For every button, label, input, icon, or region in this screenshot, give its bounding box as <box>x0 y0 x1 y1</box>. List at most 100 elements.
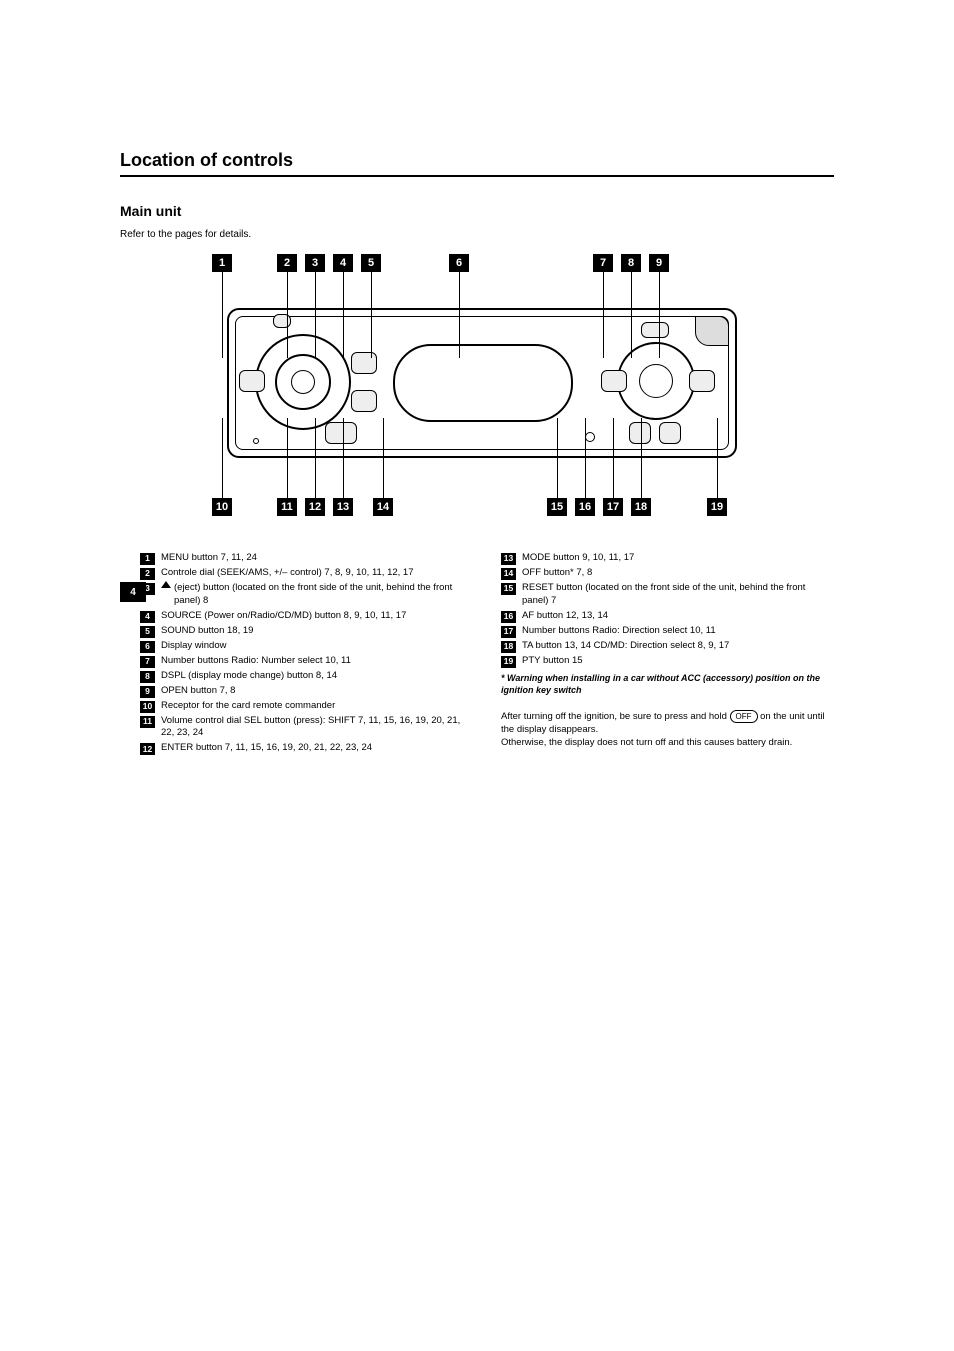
open-corner <box>695 316 729 346</box>
legend-row: 8DSPL (display mode change) button 8, 14 <box>140 670 473 683</box>
side-button <box>689 370 715 392</box>
legend-right: 13MODE button 9, 10, 11, 17 14OFF button*… <box>501 552 834 757</box>
right-knob <box>617 342 695 420</box>
legend-row: 16 AF button 12, 13, 14 <box>501 610 834 623</box>
legend-number: 2 <box>140 568 155 580</box>
legend-text: Display window <box>161 640 473 653</box>
side-button <box>659 422 681 444</box>
legend-text: TA button 13, 14 CD/MD: Direction select… <box>522 640 834 653</box>
lead-line <box>717 418 718 498</box>
side-button <box>239 370 265 392</box>
side-button <box>641 322 669 338</box>
legend-text: ENTER button 7, 11, 15, 16, 19, 20, 21, … <box>161 742 473 755</box>
legend-text: OPEN button 7, 8 <box>161 685 473 698</box>
note-text: Otherwise, the display does not turn off… <box>501 737 792 748</box>
left-knob <box>255 334 351 430</box>
lead-line <box>603 272 604 358</box>
legend-number: 17 <box>501 626 516 638</box>
unit-diagram: 12345678910111213141516171819 <box>197 254 757 524</box>
legend-number: 12 <box>140 743 155 755</box>
legend-number: 10 <box>140 701 155 713</box>
lead-line <box>315 418 316 498</box>
legend-row: 3(eject) button (located on the front si… <box>140 582 473 608</box>
legend-number: 1 <box>140 553 155 565</box>
callout-8: 8 <box>621 254 641 272</box>
side-button <box>351 390 377 412</box>
lead-line <box>557 418 558 498</box>
lead-line <box>222 272 223 358</box>
side-button <box>629 422 651 444</box>
legend-number: 7 <box>140 656 155 668</box>
legend-row: 5SOUND button 18, 19 <box>140 625 473 638</box>
callout-11: 11 <box>277 498 297 516</box>
callout-17: 17 <box>603 498 623 516</box>
legend-text: RESET button (located on the front side … <box>522 582 834 608</box>
legend-number: 5 <box>140 626 155 638</box>
legend-text: SOURCE (Power on/Radio/CD/MD) button 8, … <box>161 610 473 623</box>
reset-hole <box>585 432 595 442</box>
legend-text: Volume control dial SEL button (press): … <box>161 715 473 741</box>
legend-row: 18 TA button 13, 14 CD/MD: Direction sele… <box>501 640 834 653</box>
legend-text: Receptor for the card remote commander <box>161 700 473 713</box>
legend-row: 19 PTY button 15 <box>501 655 834 668</box>
legend-number: 19 <box>501 656 516 668</box>
legend-number: 6 <box>140 641 155 653</box>
legend-text: Number buttons Radio: Direction select 1… <box>522 625 834 638</box>
legend-number: 11 <box>140 716 155 728</box>
legend-number: 13 <box>501 553 516 565</box>
side-button <box>325 422 357 444</box>
legend-number: 16 <box>501 611 516 623</box>
callout-6: 6 <box>449 254 469 272</box>
asterisk-warning: * Warning when installing in a car witho… <box>501 672 834 696</box>
legend-text: Number buttons Radio: Number select 10, … <box>161 655 473 668</box>
legend-text: AF button 12, 13, 14 <box>522 610 834 623</box>
lead-line <box>222 418 223 498</box>
lead-line <box>585 418 586 498</box>
legend-row: 13MODE button 9, 10, 11, 17 <box>501 552 834 565</box>
legend-number: 18 <box>501 641 516 653</box>
callout-14: 14 <box>373 498 393 516</box>
callout-5: 5 <box>361 254 381 272</box>
subtitle: Main unit <box>120 203 834 219</box>
page-title: Location of controls <box>120 150 834 171</box>
callout-1: 1 <box>212 254 232 272</box>
legend-row: 6 Display window <box>140 640 473 653</box>
refer-text: Refer to the pages for details. <box>120 229 834 240</box>
callout-7: 7 <box>593 254 613 272</box>
legend-text: PTY button 15 <box>522 655 834 668</box>
legend-row: 11 Volume control dial SEL button (press)… <box>140 715 473 741</box>
legend-row: 15 RESET button (located on the front sid… <box>501 582 834 608</box>
lead-line <box>659 272 660 358</box>
lead-line <box>631 272 632 358</box>
callout-12: 12 <box>305 498 325 516</box>
legend-text: MENU button 7, 11, 24 <box>161 552 473 565</box>
legend: 1MENU button 7, 11, 242Controle dial (SE… <box>140 552 834 757</box>
title-rule <box>120 175 834 177</box>
callout-19: 19 <box>707 498 727 516</box>
eject-icon <box>161 581 171 588</box>
display-window <box>393 344 573 422</box>
legend-row: 17 Number buttons Radio: Direction select… <box>501 625 834 638</box>
side-button <box>351 352 377 374</box>
note-block: After turning off the ignition, be sure … <box>501 710 834 749</box>
asterisk-title: * Warning when installing in a car witho… <box>501 673 820 695</box>
callout-13: 13 <box>333 498 353 516</box>
lead-line <box>383 418 384 498</box>
callout-2: 2 <box>277 254 297 272</box>
lead-line <box>343 418 344 498</box>
legend-number: 15 <box>501 583 516 595</box>
legend-number: 14 <box>501 568 516 580</box>
callout-3: 3 <box>305 254 325 272</box>
callout-10: 10 <box>212 498 232 516</box>
lead-line <box>287 418 288 498</box>
legend-row: 1 MENU button 7, 11, 24 <box>140 552 473 565</box>
legend-left: 1MENU button 7, 11, 242Controle dial (SE… <box>140 552 473 757</box>
legend-text: DSPL (display mode change) button 8, 14 <box>161 670 473 683</box>
callout-4: 4 <box>333 254 353 272</box>
lead-line <box>315 272 316 358</box>
legend-row: 4SOURCE (Power on/Radio/CD/MD) button 8,… <box>140 610 473 623</box>
callout-9: 9 <box>649 254 669 272</box>
faceplate <box>227 308 737 458</box>
lead-line <box>371 272 372 358</box>
legend-row: 14OFF button* 7, 8 <box>501 567 834 580</box>
